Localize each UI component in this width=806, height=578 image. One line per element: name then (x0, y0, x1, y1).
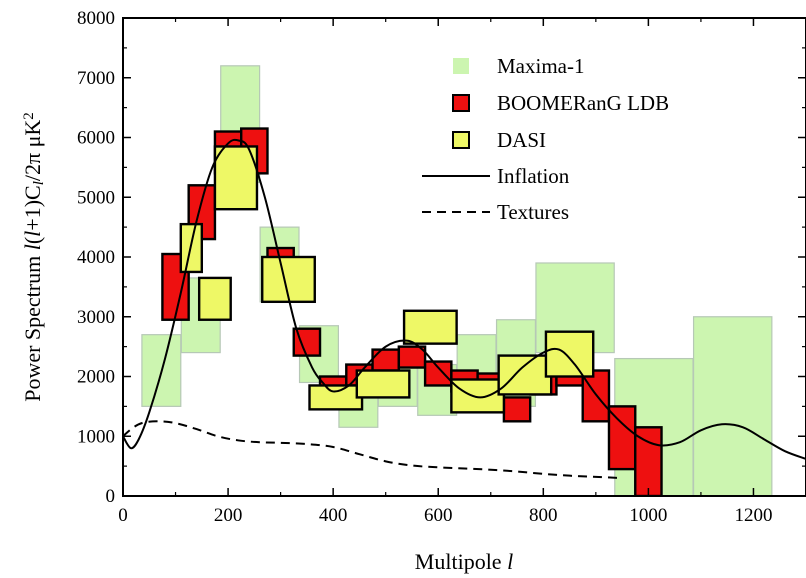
y-tick-label: 5000 (77, 187, 115, 208)
y-axis-title-part: 2 (21, 112, 37, 120)
boomerang-box-8 (371, 348, 401, 372)
axes: 0 200 400 600 800 1000 1200 0 1000 2000 3000 4000 50… (77, 8, 806, 526)
legend-label: Maxima-1 (497, 54, 584, 78)
boomerang-box-17 (607, 405, 637, 471)
x-tick-label: 600 (424, 505, 453, 526)
x-tick-label: 1200 (734, 505, 772, 526)
boomerang-box-9 (397, 345, 427, 369)
legend-swatch-boomerang-box (452, 94, 470, 112)
y-axis-title-part: Power Spectrum (20, 250, 45, 402)
x-tick-label: 200 (214, 505, 243, 526)
dasi-box-5 (355, 369, 411, 399)
y-axis-title-part: /2π μK (20, 120, 45, 182)
boomerang-box-18 (634, 426, 663, 496)
legend-swatch-dasi-box (452, 131, 470, 149)
textures-line (123, 420, 623, 480)
boomerang-box-5 (292, 327, 322, 357)
legend-label: BOOMERanG LDB (497, 91, 669, 115)
boomerang-box-10 (423, 360, 453, 387)
y-tick-label: 0 (106, 486, 116, 507)
boomerang-box-13 (502, 396, 532, 423)
y-tick-label: 4000 (77, 247, 115, 268)
x-tick-label: 800 (529, 505, 558, 526)
y-tick-label: 6000 (77, 128, 115, 149)
x-axis-title-italic: l (507, 549, 513, 574)
y-tick-label: 8000 (77, 8, 115, 29)
inflation-line (123, 138, 806, 460)
x-axis-title-text: Multipole (415, 549, 507, 574)
x-tick-label: 0 (118, 505, 128, 526)
y-axis-title-part: l (20, 231, 45, 237)
legend-label: Textures (497, 200, 569, 224)
y-tick-label: 1000 (77, 426, 115, 447)
y-axis-title-part: l (20, 244, 45, 250)
y-tick-label: 7000 (77, 68, 115, 89)
dasi-box-9 (544, 330, 595, 378)
legend-label: Inflation (497, 164, 570, 188)
legend: Maxima-1 BOOMERanG LDB DASI Inflation Textur… (422, 54, 669, 224)
y-tick-label: 3000 (77, 307, 115, 328)
x-tick-label: 1000 (629, 505, 667, 526)
legend-swatch-maxima-box (453, 58, 469, 74)
dasi-box-8 (497, 354, 553, 396)
maxima-box-12 (692, 316, 773, 496)
legend-label: DASI (497, 128, 546, 152)
y-axis-title-part: ( (20, 237, 45, 244)
dasi-box-1 (197, 276, 232, 321)
x-tick-label: 400 (319, 505, 348, 526)
y-axis-title-part: +1)C (20, 185, 45, 230)
y-axis-title: Power Spectrum l(l+1)Cl/2π μK2 (20, 112, 47, 402)
dasi-box-6 (402, 309, 458, 345)
dasi-box-2 (213, 145, 259, 211)
y-axis-title-part: l (31, 181, 47, 185)
dasi-box-4 (308, 384, 364, 411)
dasi-box-7 (450, 378, 506, 414)
model-curves (123, 138, 806, 480)
x-axis-title: Multipole l (415, 549, 513, 574)
y-tick-label: 2000 (77, 367, 115, 388)
